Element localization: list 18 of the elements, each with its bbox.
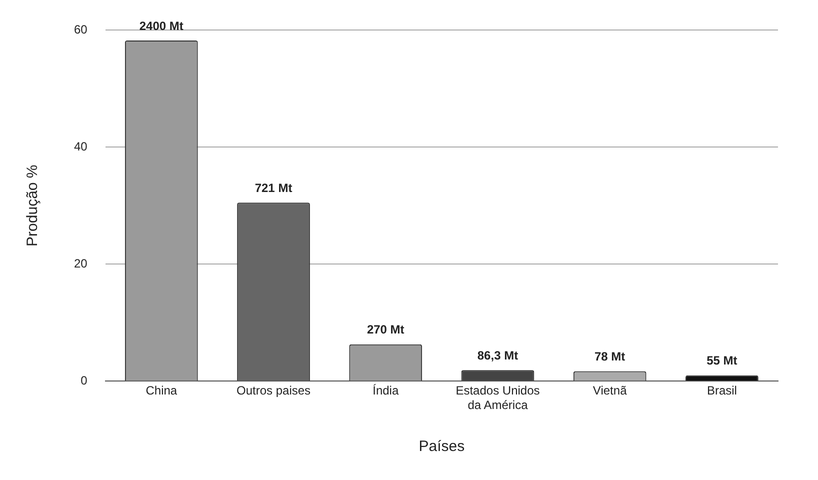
annotation: 78 Mt <box>594 350 626 364</box>
y-tick-label: 60 <box>74 22 88 36</box>
x-tick-label: Estados Unidos da América <box>456 384 540 412</box>
x-tick-label: Vietnã <box>592 384 628 398</box>
x-tick-label: China <box>146 384 178 398</box>
x-tick-label: Índia <box>372 384 399 398</box>
x-tick-label: Outros paises <box>236 384 311 398</box>
annotation: 2400 Mt <box>139 18 184 33</box>
annotation: 86,3 Mt <box>477 348 518 362</box>
y-tick-label: 0 <box>80 374 88 388</box>
y-axis-title: Produção % <box>24 164 42 246</box>
annotation: 721 Mt <box>254 180 292 195</box>
x-axis-title: Países <box>418 438 465 456</box>
annotation: 55 Mt <box>706 354 738 368</box>
annotation: 270 Mt <box>366 322 404 337</box>
x-tick-label: Brasil <box>706 384 737 398</box>
y-tick-label: 40 <box>74 139 88 154</box>
y-tick-label: 20 <box>74 256 88 270</box>
